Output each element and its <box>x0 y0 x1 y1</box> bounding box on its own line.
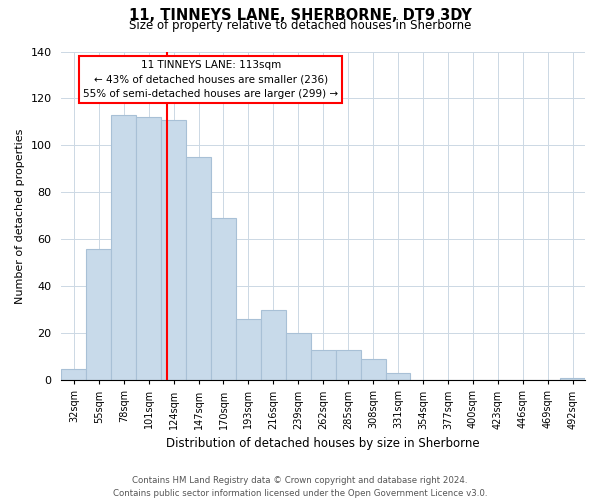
Text: Size of property relative to detached houses in Sherborne: Size of property relative to detached ho… <box>129 18 471 32</box>
Bar <box>335 350 361 380</box>
Bar <box>136 118 161 380</box>
Bar <box>286 334 311 380</box>
Bar <box>186 157 211 380</box>
Bar <box>211 218 236 380</box>
Bar <box>560 378 585 380</box>
X-axis label: Distribution of detached houses by size in Sherborne: Distribution of detached houses by size … <box>166 437 480 450</box>
Bar <box>86 249 111 380</box>
Text: Contains HM Land Registry data © Crown copyright and database right 2024.
Contai: Contains HM Land Registry data © Crown c… <box>113 476 487 498</box>
Bar <box>261 310 286 380</box>
Bar <box>311 350 335 380</box>
Text: 11 TINNEYS LANE: 113sqm
← 43% of detached houses are smaller (236)
55% of semi-d: 11 TINNEYS LANE: 113sqm ← 43% of detache… <box>83 60 338 100</box>
Bar <box>386 373 410 380</box>
Text: 11, TINNEYS LANE, SHERBORNE, DT9 3DY: 11, TINNEYS LANE, SHERBORNE, DT9 3DY <box>128 8 472 22</box>
Bar <box>111 115 136 380</box>
Bar <box>361 359 386 380</box>
Bar <box>161 120 186 380</box>
Bar <box>236 319 261 380</box>
Y-axis label: Number of detached properties: Number of detached properties <box>15 128 25 304</box>
Bar <box>61 368 86 380</box>
